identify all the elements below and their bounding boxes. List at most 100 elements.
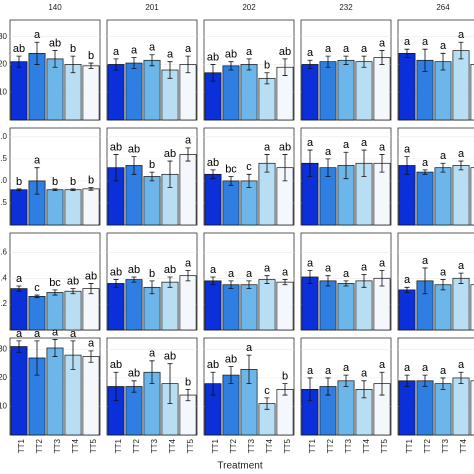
- significance-letter: a: [440, 365, 447, 377]
- error-bar: [404, 374, 410, 387]
- significance-letter: ab: [207, 157, 219, 169]
- significance-letter: a: [34, 29, 41, 41]
- error-bar: [34, 340, 40, 376]
- error-bar: [379, 50, 385, 65]
- error-bar: [325, 55, 331, 68]
- error-bar: [149, 171, 155, 182]
- error-bar: [246, 354, 252, 385]
- x-axis-label: Treatment: [217, 461, 262, 472]
- bar: [222, 180, 240, 226]
- error-bar: [167, 61, 173, 79]
- bar: [337, 380, 355, 436]
- significance-letter: a: [113, 46, 120, 58]
- bar: [240, 64, 258, 121]
- error-bar: [379, 371, 385, 396]
- x-tick-label: TT3: [344, 438, 353, 453]
- facet-label: 232: [339, 3, 353, 12]
- error-bar: [167, 276, 173, 288]
- bar: [452, 50, 470, 121]
- bar: [82, 356, 100, 436]
- error-bar: [113, 371, 119, 402]
- significance-letter: a: [440, 150, 447, 162]
- significance-letter: a: [343, 268, 350, 280]
- facet-label: 202: [242, 3, 256, 12]
- error-bar: [440, 162, 446, 173]
- bar: [222, 374, 240, 436]
- error-bar: [34, 41, 40, 65]
- significance-letter: ab: [110, 359, 122, 371]
- bar: [355, 61, 373, 121]
- error-bar: [325, 275, 331, 287]
- bar: [434, 383, 452, 436]
- significance-letter: b: [52, 176, 58, 188]
- error-bar: [185, 388, 191, 402]
- bar: [46, 292, 64, 331]
- error-bar: [131, 276, 137, 283]
- error-bar: [16, 340, 22, 353]
- significance-letter: bc: [225, 163, 237, 175]
- error-bar: [282, 58, 288, 76]
- significance-letter: a: [440, 40, 447, 52]
- significance-letter: a: [343, 362, 350, 374]
- significance-letter: a: [264, 141, 271, 153]
- significance-letter: a: [361, 368, 368, 380]
- x-tick-label: TT5: [186, 438, 195, 453]
- error-bar: [325, 158, 331, 177]
- bar: [470, 284, 474, 331]
- significance-letter: a: [325, 365, 332, 377]
- significance-letter: a: [307, 365, 314, 377]
- x-tick-label: TT5: [380, 438, 389, 453]
- significance-letter: a: [343, 139, 350, 151]
- error-bar: [113, 154, 119, 182]
- bar: [337, 59, 355, 121]
- significance-letter: a: [404, 36, 411, 48]
- significance-letter: a: [228, 268, 235, 280]
- significance-letter: a: [210, 264, 217, 276]
- bar: [398, 380, 416, 436]
- bar: [46, 347, 64, 436]
- bar: [276, 389, 294, 436]
- significance-letter: b: [16, 176, 22, 188]
- error-bar: [422, 374, 428, 387]
- significance-letter: a: [34, 155, 41, 167]
- significance-letter: a: [361, 261, 368, 273]
- bar: [258, 77, 276, 121]
- error-bar: [167, 160, 173, 188]
- y-tick-label: 1.0: [0, 176, 8, 185]
- significance-letter: ab: [207, 359, 219, 371]
- x-tick-label: TT3: [441, 438, 450, 453]
- error-bar: [185, 270, 191, 282]
- error-bar: [264, 397, 270, 410]
- significance-letter: a: [149, 348, 156, 360]
- significance-letter: a: [16, 328, 23, 340]
- error-bar: [113, 279, 119, 288]
- significance-letter: a: [16, 273, 23, 285]
- error-bar: [149, 54, 155, 67]
- y-tick-label: 0.4: [0, 273, 8, 282]
- significance-letter: a: [325, 263, 332, 275]
- bar: [276, 281, 294, 331]
- significance-letter: a: [404, 144, 411, 156]
- error-bar: [88, 283, 94, 295]
- y-tick-label: 30: [0, 32, 8, 41]
- bar: [204, 280, 222, 331]
- bar: [107, 64, 125, 121]
- x-tick-label: TT5: [89, 438, 98, 453]
- error-bar: [52, 339, 58, 357]
- bar: [470, 64, 474, 121]
- significance-letter: b: [282, 371, 288, 383]
- error-bar: [228, 366, 234, 385]
- x-tick-label: TT3: [53, 438, 62, 453]
- significance-letter: c: [34, 282, 40, 294]
- error-bar: [34, 294, 40, 299]
- bar: [301, 64, 319, 121]
- error-bar: [307, 59, 313, 70]
- significance-letter: a: [307, 257, 314, 269]
- error-bar: [343, 55, 349, 65]
- significance-letter: b: [70, 176, 76, 188]
- error-bar: [361, 380, 367, 399]
- bar: [10, 346, 28, 436]
- bar: [143, 176, 161, 226]
- y-tick-label: 1.5: [0, 154, 8, 163]
- error-bar: [149, 360, 155, 385]
